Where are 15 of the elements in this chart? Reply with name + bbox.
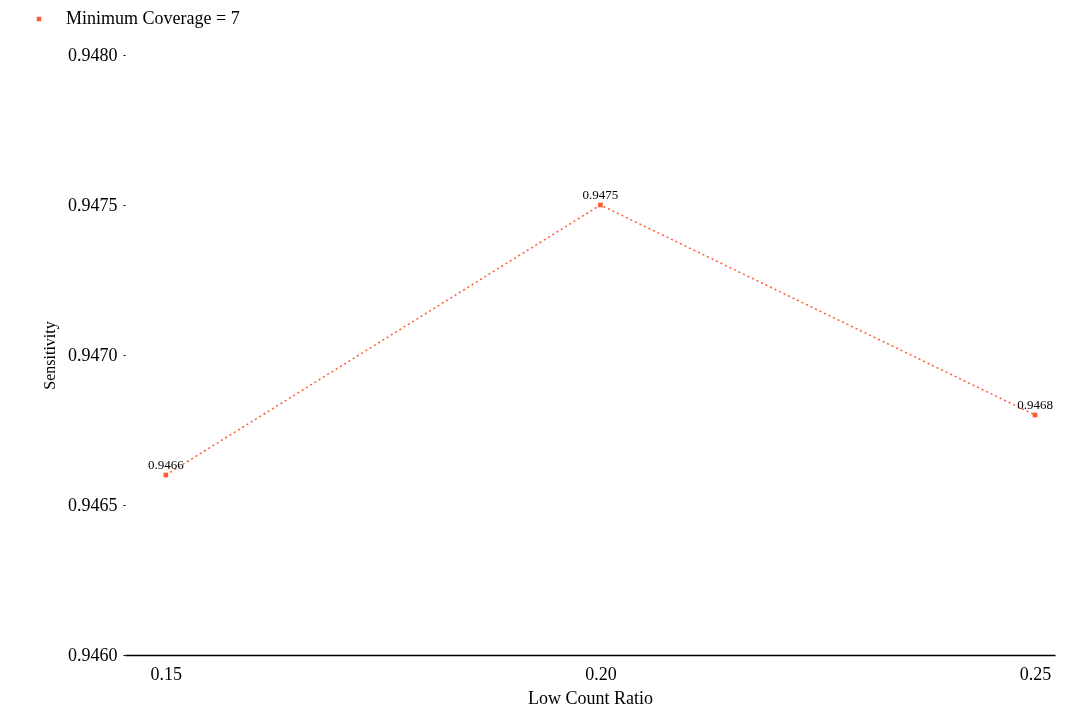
y-tick-label: 0.9480 [68, 44, 118, 65]
legend-label: Minimum Coverage = 7 [66, 8, 240, 28]
x-tick-label: 0.20 [585, 663, 617, 684]
x-axis-title: Low Count Ratio [528, 687, 653, 708]
y-tick-label: 0.9460 [68, 644, 118, 665]
data-label: 0.9475 [582, 187, 619, 202]
point [598, 202, 603, 208]
y-axis-title: Sensitivity [41, 321, 59, 390]
x-tick-label: 0.25 [1019, 663, 1052, 684]
data-label: 0.9466 [147, 457, 185, 472]
x-tick-label: 0.15 [150, 663, 183, 684]
y-tick-label: 0.9470 [68, 344, 118, 365]
y-tick-label: 0.9475 [68, 194, 118, 215]
y-tick-label: 0.9465 [68, 494, 118, 515]
data-label: 0.9468 [1017, 397, 1053, 412]
